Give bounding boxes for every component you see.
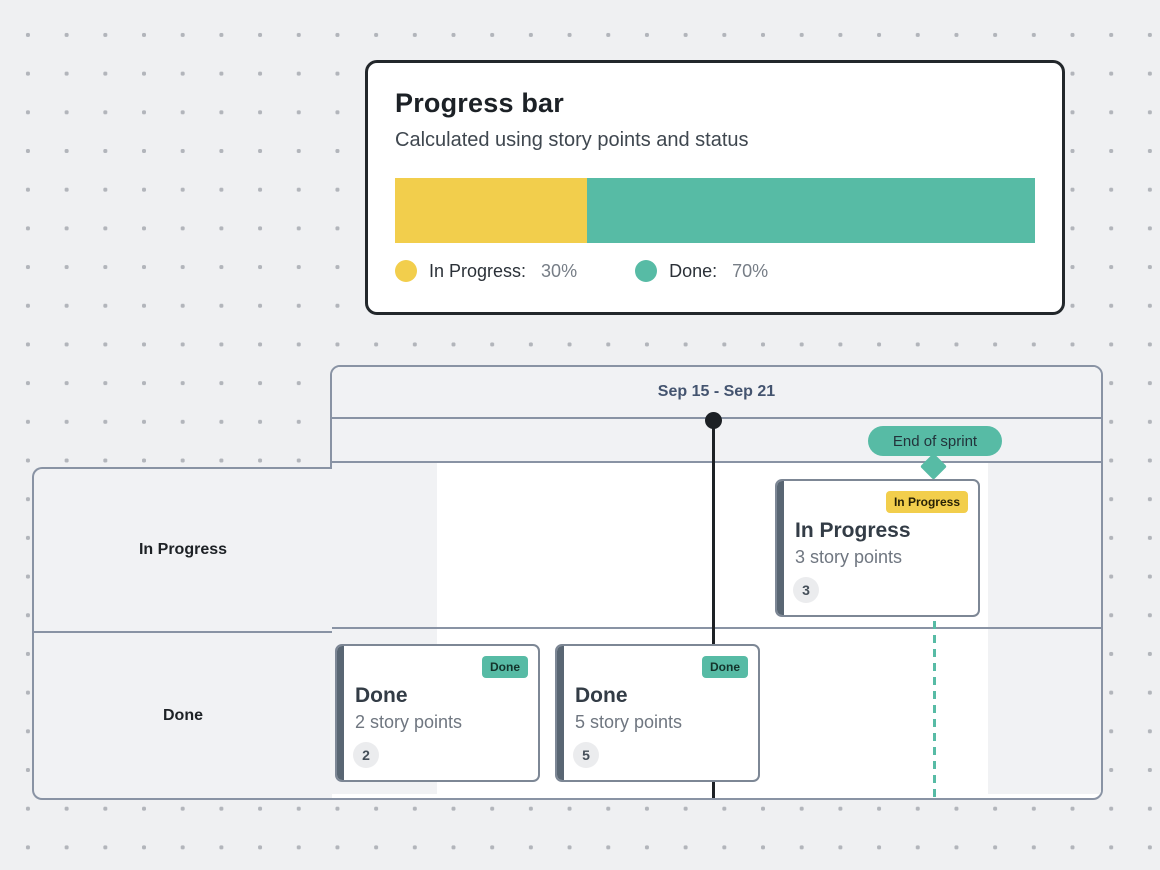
swimlane-label-in-progress: In Progress xyxy=(34,469,332,633)
status-badge: In Progress xyxy=(885,491,968,513)
end-of-sprint-pill: End of sprint xyxy=(868,426,1002,456)
legend-value: 70% xyxy=(732,260,769,281)
legend-item-in-progress: In Progress: 30% xyxy=(395,260,577,282)
issue-card-in-progress[interactable]: In Progress In Progress 3 story points 3 xyxy=(775,479,980,617)
timeline-panel: Sep 15 - Sep 21 End of sprint In Progres… xyxy=(330,365,1103,800)
progress-bar xyxy=(395,178,1035,243)
legend-label: In Progress: xyxy=(429,260,527,281)
story-points-chip: 5 xyxy=(573,742,599,768)
card-accent-bar xyxy=(557,646,564,780)
today-marker-dot-icon xyxy=(705,412,722,429)
issue-card-story-points: 3 story points xyxy=(795,547,903,567)
swimlane-label-done: Done xyxy=(163,706,203,724)
sprint-date-range: Sep 15 - Sep 21 xyxy=(657,383,776,400)
legend-value: 30% xyxy=(541,260,578,281)
today-line xyxy=(712,419,715,798)
issue-card-story-points: 2 story points xyxy=(355,712,463,732)
progress-card-subtitle: Calculated using story points and status xyxy=(395,129,749,151)
legend-label: Done: xyxy=(669,260,718,281)
end-of-sprint-dashed-line xyxy=(933,467,936,798)
row-divider xyxy=(332,627,1101,629)
timeline-header: Sep 15 - Sep 21 xyxy=(332,367,1101,419)
issue-card-title: Done xyxy=(575,684,628,707)
progress-segment-in-progress xyxy=(395,178,587,243)
issue-card-done-1[interactable]: Done Done 2 story points 2 xyxy=(335,644,540,782)
swimlane-label-column: In Progress Done xyxy=(32,467,332,800)
card-accent-bar xyxy=(777,481,784,615)
done-dot-icon xyxy=(635,260,658,282)
issue-card-story-points: 5 story points xyxy=(575,712,683,732)
story-points-chip: 2 xyxy=(353,742,379,768)
issue-card-title: Done xyxy=(355,684,408,707)
card-accent-bar xyxy=(337,646,344,780)
issue-card-title: In Progress xyxy=(795,519,911,542)
progress-legend: In Progress: 30% Done: 70% xyxy=(395,260,768,282)
progress-segment-done xyxy=(587,178,1035,243)
story-points-chip: 3 xyxy=(793,577,819,603)
status-badge: Done xyxy=(702,656,748,678)
status-badge: Done xyxy=(482,656,528,678)
progress-card-title: Progress bar xyxy=(395,88,564,118)
progress-bar-card: Progress bar Calculated using story poin… xyxy=(365,60,1065,315)
in-progress-dot-icon xyxy=(395,260,417,282)
legend-item-done: Done: 70% xyxy=(635,260,768,282)
issue-card-done-2[interactable]: Done Done 5 story points 5 xyxy=(555,644,760,782)
timeline-rows-area: In Progress In Progress 3 story points 3… xyxy=(332,463,1101,794)
